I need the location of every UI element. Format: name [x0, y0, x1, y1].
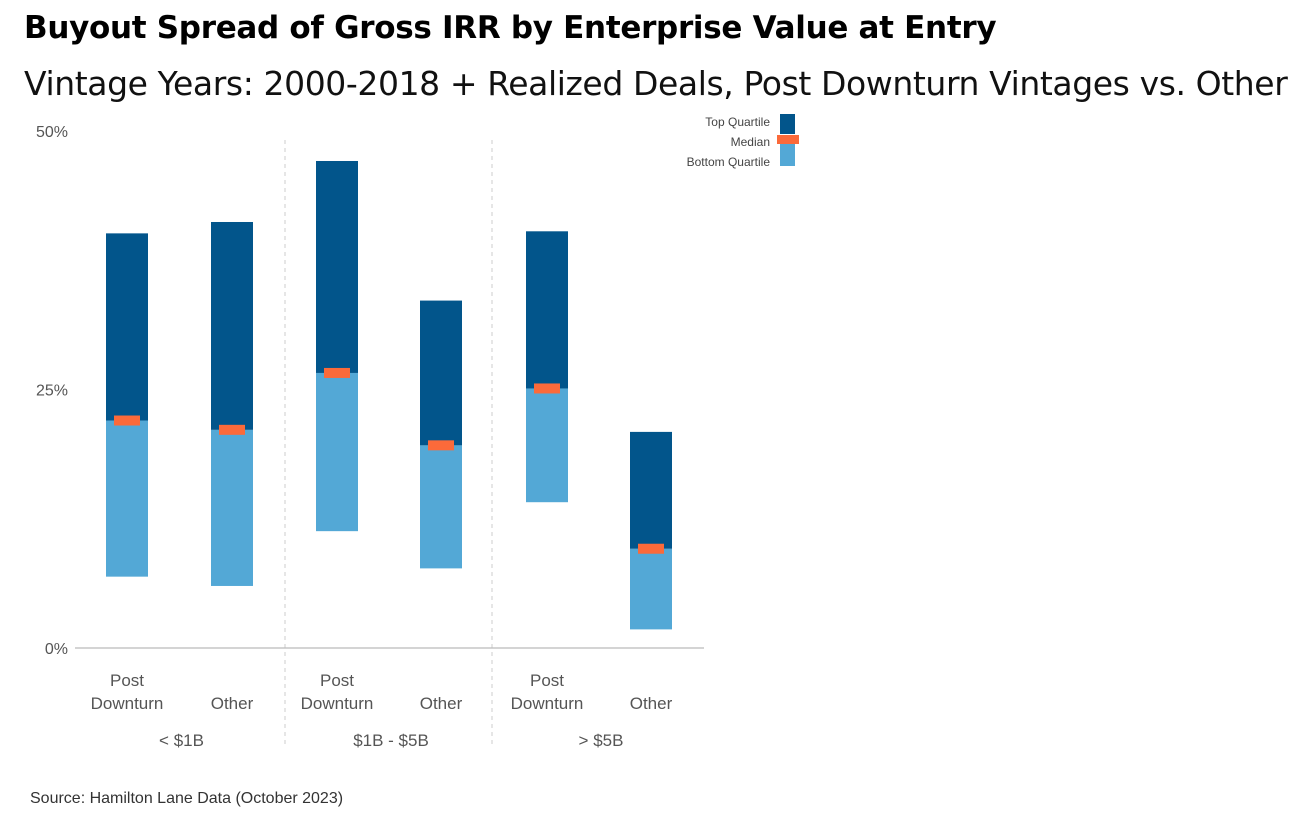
- bar-top-quartile-0-0: [106, 233, 148, 421]
- median-marker-0-1: [219, 424, 245, 435]
- bar-bottom-quartile-0-1: [211, 429, 253, 586]
- y-tick-label-2: 50%: [36, 124, 68, 141]
- source-note: Source: Hamilton Lane Data (October 2023…: [30, 790, 344, 807]
- median-marker-1-0: [324, 367, 350, 378]
- legend-item-top-quartile: Top Quartile: [640, 112, 810, 134]
- category-label-1-0-line2: Downturn: [301, 694, 374, 713]
- legend-swatch-top-quartile: [780, 114, 795, 134]
- bar-top-quartile-0-1: [211, 221, 253, 430]
- bar-top-quartile-2-1: [630, 431, 672, 549]
- y-tick-label-1: 25%: [36, 383, 68, 400]
- category-label-2-1: Other: [630, 694, 673, 713]
- category-label-0-0-line1: Post: [110, 671, 144, 690]
- category-label-0-1: Other: [211, 694, 254, 713]
- category-label-1-1: Other: [420, 694, 463, 713]
- legend-item-bottom-quartile: Bottom Quartile: [640, 144, 810, 172]
- group-label-0: < $1B: [159, 731, 204, 750]
- category-label-2-0-line2: Downturn: [511, 694, 584, 713]
- bar-top-quartile-2-0: [526, 231, 568, 389]
- chart-subtitle: Vintage Years: 2000-2018 + Realized Deal…: [24, 64, 1288, 103]
- bar-bottom-quartile-1-1: [420, 445, 462, 569]
- legend-swatch-bottom-quartile: [780, 144, 795, 166]
- legend-label-top-quartile: Top Quartile: [705, 115, 770, 129]
- legend-item-median: Median: [640, 132, 810, 152]
- bar-bottom-quartile-2-1: [630, 548, 672, 630]
- bar-bottom-quartile-2-0: [526, 388, 568, 503]
- legend-label-median: Median: [730, 135, 770, 149]
- median-marker-1-1: [428, 440, 454, 451]
- group-label-1: $1B - $5B: [353, 731, 429, 750]
- bar-bottom-quartile-1-0: [316, 372, 358, 532]
- median-marker-2-1: [638, 543, 664, 554]
- y-tick-label-0: 0%: [45, 641, 68, 658]
- median-marker-0-0: [114, 415, 140, 426]
- bar-top-quartile-1-0: [316, 160, 358, 373]
- median-marker-2-0: [534, 383, 560, 394]
- legend-label-bottom-quartile: Bottom Quartile: [686, 155, 770, 169]
- bar-top-quartile-1-1: [420, 300, 462, 446]
- category-label-0-0-line2: Downturn: [91, 694, 164, 713]
- category-label-2-0-line1: Post: [530, 671, 564, 690]
- bar-bottom-quartile-0-0: [106, 420, 148, 577]
- group-label-2: > $5B: [579, 731, 624, 750]
- chart-legend: Top Quartile Median Bottom Quartile: [640, 112, 810, 172]
- legend-swatch-median: [777, 135, 799, 144]
- chart-title: Buyout Spread of Gross IRR by Enterprise…: [24, 10, 997, 46]
- category-label-1-0-line1: Post: [320, 671, 354, 690]
